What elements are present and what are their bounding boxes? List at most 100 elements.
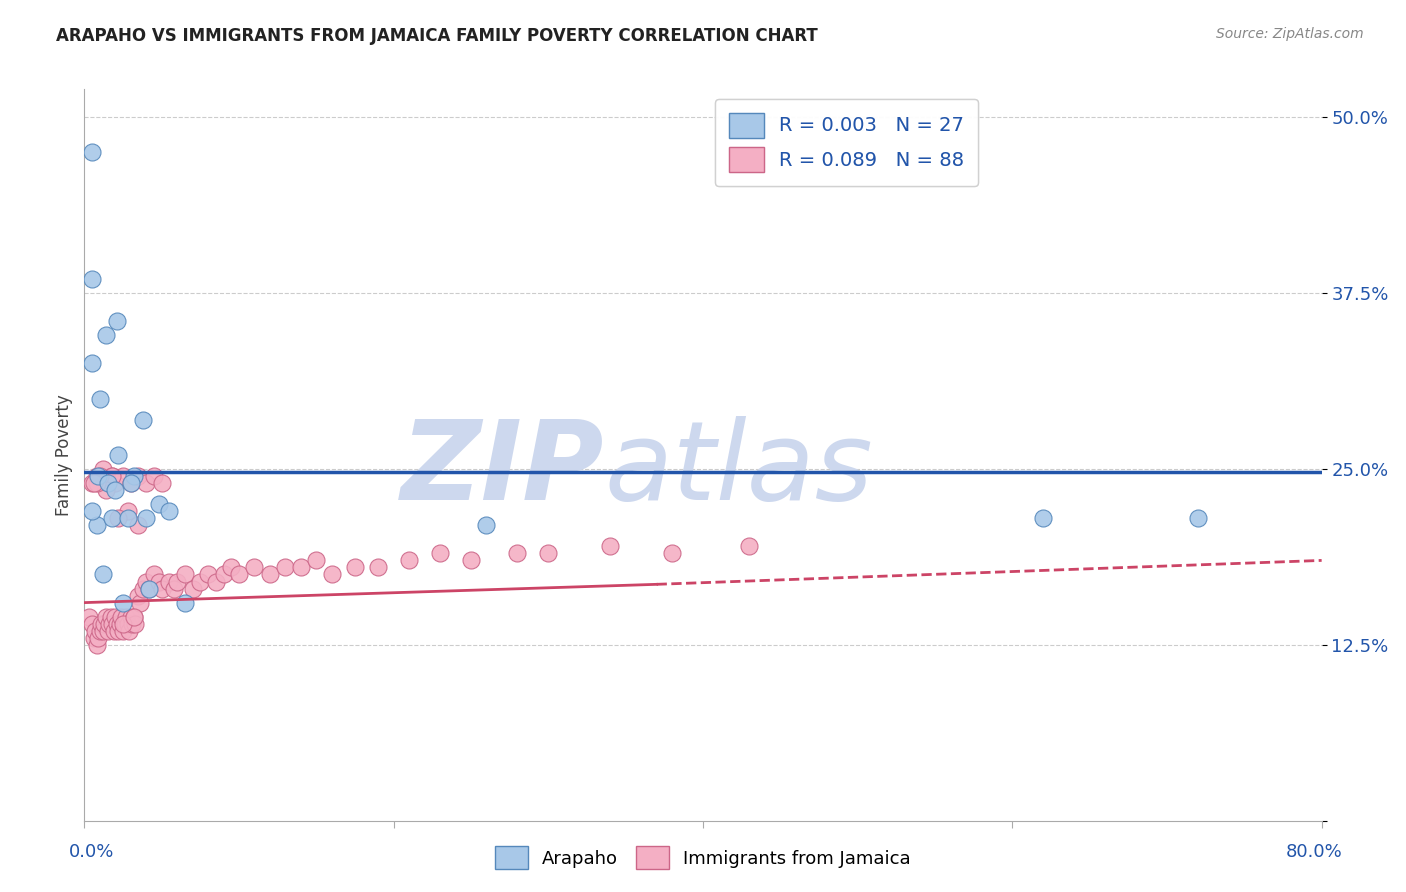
Point bbox=[138, 582, 160, 596]
Point bbox=[132, 413, 155, 427]
Point bbox=[305, 553, 328, 567]
Point bbox=[101, 616, 124, 631]
Point bbox=[120, 476, 142, 491]
Point bbox=[89, 624, 111, 638]
Point bbox=[100, 609, 122, 624]
Point bbox=[132, 582, 155, 596]
Text: 0.0%: 0.0% bbox=[69, 843, 114, 861]
Point bbox=[166, 574, 188, 589]
Point bbox=[107, 511, 129, 525]
Text: Source: ZipAtlas.com: Source: ZipAtlas.com bbox=[1216, 27, 1364, 41]
Point bbox=[105, 616, 128, 631]
Point bbox=[118, 624, 141, 638]
Point bbox=[82, 476, 104, 491]
Point bbox=[105, 314, 128, 328]
Legend: R = 0.003   N = 27, R = 0.089   N = 88: R = 0.003 N = 27, R = 0.089 N = 88 bbox=[716, 99, 977, 186]
Point bbox=[108, 616, 131, 631]
Point bbox=[112, 616, 135, 631]
Point bbox=[112, 596, 135, 610]
Point bbox=[143, 469, 166, 483]
Point bbox=[159, 574, 180, 589]
Point bbox=[212, 567, 235, 582]
Point bbox=[321, 567, 343, 582]
Legend: Arapaho, Immigrants from Jamaica: Arapaho, Immigrants from Jamaica bbox=[486, 838, 920, 879]
Point bbox=[104, 476, 127, 491]
Point bbox=[143, 567, 166, 582]
Point bbox=[129, 596, 152, 610]
Point bbox=[101, 511, 124, 525]
Point bbox=[537, 546, 560, 560]
Text: 80.0%: 80.0% bbox=[1286, 843, 1343, 861]
Point bbox=[104, 609, 127, 624]
Point bbox=[127, 469, 149, 483]
Point bbox=[181, 582, 204, 596]
Point bbox=[84, 624, 107, 638]
Point bbox=[197, 567, 219, 582]
Point bbox=[86, 518, 108, 533]
Point bbox=[91, 624, 114, 638]
Point bbox=[163, 582, 186, 596]
Point bbox=[103, 624, 125, 638]
Point bbox=[506, 546, 529, 560]
Point bbox=[82, 504, 104, 518]
Point bbox=[135, 476, 157, 491]
Text: atlas: atlas bbox=[605, 416, 873, 523]
Point bbox=[174, 567, 197, 582]
Y-axis label: Family Poverty: Family Poverty bbox=[55, 394, 73, 516]
Point bbox=[110, 609, 132, 624]
Point bbox=[90, 616, 112, 631]
Point bbox=[243, 560, 266, 574]
Point bbox=[1032, 511, 1054, 525]
Point bbox=[460, 553, 482, 567]
Point bbox=[150, 476, 173, 491]
Point bbox=[86, 638, 108, 652]
Point bbox=[101, 469, 124, 483]
Point bbox=[91, 462, 114, 476]
Point bbox=[114, 616, 136, 631]
Point bbox=[205, 574, 228, 589]
Point bbox=[135, 511, 157, 525]
Point bbox=[112, 469, 135, 483]
Point bbox=[115, 609, 138, 624]
Point bbox=[86, 476, 108, 491]
Point bbox=[127, 589, 149, 603]
Point bbox=[290, 560, 312, 574]
Point bbox=[117, 511, 139, 525]
Point bbox=[82, 616, 104, 631]
Point bbox=[82, 272, 104, 286]
Point bbox=[94, 328, 117, 343]
Point bbox=[148, 497, 170, 511]
Point bbox=[738, 539, 761, 553]
Point bbox=[121, 616, 143, 631]
Point bbox=[107, 448, 129, 462]
Point bbox=[96, 476, 118, 491]
Point bbox=[122, 609, 145, 624]
Point bbox=[127, 518, 149, 533]
Point bbox=[1187, 511, 1209, 525]
Point bbox=[343, 560, 366, 574]
Point bbox=[219, 560, 242, 574]
Point bbox=[112, 624, 135, 638]
Point bbox=[228, 567, 250, 582]
Point bbox=[124, 616, 146, 631]
Point bbox=[120, 609, 142, 624]
Point bbox=[86, 469, 108, 483]
Point bbox=[174, 596, 197, 610]
Point bbox=[91, 567, 114, 582]
Point bbox=[661, 546, 683, 560]
Point bbox=[93, 616, 115, 631]
Point bbox=[98, 616, 121, 631]
Point bbox=[117, 616, 139, 631]
Text: ARAPAHO VS IMMIGRANTS FROM JAMAICA FAMILY POVERTY CORRELATION CHART: ARAPAHO VS IMMIGRANTS FROM JAMAICA FAMIL… bbox=[56, 27, 818, 45]
Point bbox=[104, 483, 127, 497]
Point bbox=[122, 609, 145, 624]
Point bbox=[188, 574, 211, 589]
Point bbox=[83, 631, 105, 645]
Point bbox=[107, 624, 129, 638]
Point bbox=[82, 357, 104, 371]
Point bbox=[87, 469, 110, 483]
Point bbox=[398, 553, 420, 567]
Point bbox=[89, 469, 111, 483]
Point bbox=[138, 582, 160, 596]
Text: ZIP: ZIP bbox=[401, 416, 605, 523]
